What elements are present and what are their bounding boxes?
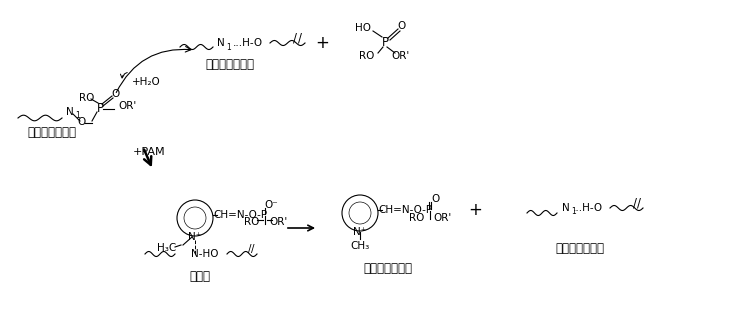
- Text: CH=N-O-P: CH=N-O-P: [213, 210, 267, 220]
- Text: P: P: [96, 101, 104, 115]
- Text: /: /: [293, 32, 297, 44]
- Text: N-HO: N-HO: [192, 249, 219, 259]
- Text: RO: RO: [409, 213, 425, 223]
- Text: O: O: [111, 89, 119, 99]
- Text: +PAM: +PAM: [133, 147, 166, 157]
- Text: RO: RO: [79, 93, 94, 103]
- Text: 1: 1: [571, 208, 576, 217]
- Text: 1: 1: [75, 112, 80, 121]
- Text: O: O: [78, 117, 86, 127]
- Text: OR': OR': [434, 213, 452, 223]
- Text: +: +: [315, 34, 329, 52]
- Text: 复合物: 复合物: [189, 269, 211, 282]
- Text: /: /: [633, 197, 637, 210]
- Text: RO: RO: [244, 217, 260, 227]
- Text: OR': OR': [392, 51, 410, 61]
- Text: 磷酰化胆碱酯酶: 磷酰化胆碱酯酶: [28, 126, 77, 139]
- Text: N: N: [66, 107, 74, 117]
- Text: /: /: [637, 197, 641, 210]
- Text: O: O: [432, 194, 440, 204]
- Text: 复活的胆碱酯酶: 复活的胆碱酯酶: [205, 57, 254, 70]
- Text: N⁺: N⁺: [189, 232, 202, 242]
- Text: 磷酰化碘解磷定: 磷酰化碘解磷定: [363, 261, 412, 274]
- Text: OR': OR': [270, 217, 288, 227]
- Text: RO: RO: [360, 51, 375, 61]
- Text: N: N: [217, 38, 225, 48]
- Text: CH₃: CH₃: [350, 241, 370, 251]
- Text: 1: 1: [226, 43, 231, 52]
- Text: ...H-O: ...H-O: [233, 38, 263, 48]
- Text: /: /: [251, 244, 254, 254]
- Text: /: /: [249, 244, 251, 254]
- Text: +: +: [468, 201, 482, 219]
- Text: OR': OR': [118, 101, 136, 111]
- Text: CH=N-O-P: CH=N-O-P: [378, 205, 432, 215]
- Text: 复活的胆碱酯酶: 复活的胆碱酯酶: [556, 242, 605, 255]
- Text: P: P: [382, 36, 388, 49]
- Text: HO: HO: [355, 23, 371, 33]
- Text: N⁺: N⁺: [353, 227, 367, 237]
- Text: N: N: [562, 203, 570, 213]
- Text: H₃C: H₃C: [157, 243, 177, 253]
- Text: +H₂O: +H₂O: [132, 77, 161, 87]
- Text: ...H-O: ...H-O: [573, 203, 603, 213]
- Text: O: O: [398, 21, 406, 31]
- Text: O⁻: O⁻: [264, 200, 278, 210]
- Text: /: /: [298, 32, 302, 44]
